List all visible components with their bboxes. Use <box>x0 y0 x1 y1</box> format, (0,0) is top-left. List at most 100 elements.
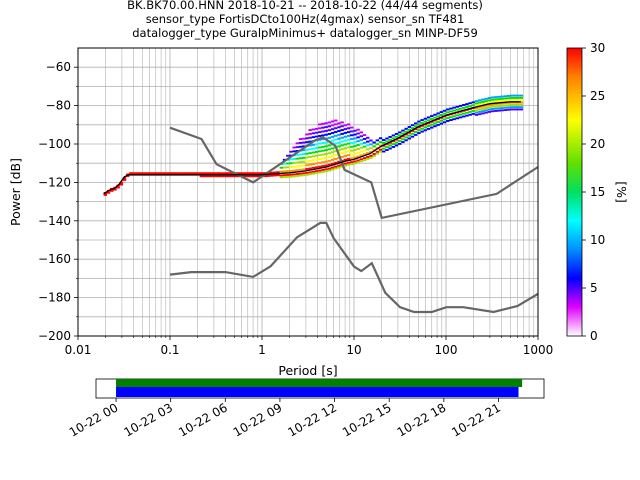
psd-cell <box>478 99 482 102</box>
psd-cell <box>503 109 508 112</box>
psd-cell <box>452 109 456 112</box>
psd-cell <box>356 155 360 158</box>
psd-cell <box>126 175 130 177</box>
psd-cell <box>426 119 431 122</box>
psd-cell <box>129 172 133 175</box>
psd-cell <box>478 108 482 111</box>
colorbar-tick-label: 25 <box>590 89 605 103</box>
psd-cell <box>353 156 357 159</box>
psd-cell <box>369 147 373 150</box>
psd-cell <box>446 108 450 111</box>
psd-cell <box>270 174 274 177</box>
colorbar-tick-label: 20 <box>590 137 605 151</box>
psd-cell <box>356 151 360 154</box>
psd-cell <box>148 172 152 175</box>
colorbar-tick-label: 15 <box>590 185 605 199</box>
psd-cell <box>391 140 396 143</box>
psd-cell <box>478 103 482 106</box>
psd-cell <box>487 104 492 106</box>
colorbar-tick-label: 0 <box>590 329 598 343</box>
psd-cell <box>404 130 408 133</box>
psd-cell <box>356 140 360 143</box>
psd-cell <box>279 166 284 169</box>
psd-cell <box>478 110 482 113</box>
psd-cell <box>356 144 360 147</box>
psd-cell <box>346 154 351 157</box>
psd-cell <box>398 134 402 137</box>
psd-cell <box>318 165 322 168</box>
psd-cell <box>353 137 357 140</box>
psd-cell <box>311 132 316 135</box>
psd-cell <box>503 106 508 109</box>
psd-cell <box>327 167 332 170</box>
psd-cell <box>318 150 322 153</box>
psd-cell <box>289 169 293 172</box>
psd-cell <box>382 141 386 144</box>
psd-cell <box>158 172 162 175</box>
psd-cell <box>433 113 437 116</box>
psd-cell <box>334 161 338 164</box>
psd-cell <box>423 117 428 120</box>
psd-cell <box>500 104 504 107</box>
psd-cell <box>356 128 360 131</box>
psd-cell <box>298 141 303 144</box>
psd-cell <box>366 157 370 160</box>
psd-cell <box>334 134 338 137</box>
y-axis: −200 −180 −160 −140 −120 −100 −80 −60 <box>38 60 78 343</box>
psd-cell <box>151 172 156 175</box>
psd-cell <box>462 115 466 118</box>
psd-cell <box>225 175 229 178</box>
psd-cell <box>353 145 357 148</box>
psd-cell <box>481 112 485 115</box>
psd-cell <box>241 172 245 175</box>
psd-cell <box>330 162 335 165</box>
psd-cell <box>519 99 524 102</box>
psd-cell <box>302 153 306 156</box>
psd-cell <box>314 166 319 169</box>
psd-cell <box>273 174 277 177</box>
psd-cell <box>519 106 524 109</box>
psd-cell <box>324 145 328 148</box>
psd-cell <box>343 139 348 142</box>
colorbar-label: [%] <box>614 181 629 203</box>
timeline-tick-label: 10-22 00 <box>67 400 121 439</box>
psd-cell <box>282 162 287 165</box>
psd-cell <box>119 183 124 186</box>
psd-cell <box>401 141 405 144</box>
psd-cell <box>490 108 495 110</box>
psd-cell <box>318 158 322 160</box>
psd-cell <box>321 142 325 144</box>
psd-cell <box>439 116 444 119</box>
psd-cell <box>506 94 511 97</box>
psd-cell <box>404 136 408 139</box>
psd-cell <box>289 162 293 165</box>
psd-cell <box>484 97 488 100</box>
psd-cell <box>292 175 296 178</box>
y-tick-label: −200 <box>38 329 71 343</box>
psd-cell <box>330 132 335 134</box>
psd-cell <box>334 150 338 153</box>
psd-cell <box>337 130 341 133</box>
psd-cell <box>430 120 434 123</box>
psd-cell <box>506 108 511 111</box>
psd-cell <box>481 110 485 113</box>
psd-cell <box>471 110 476 112</box>
psd-cell <box>330 166 335 169</box>
psd-cell <box>327 148 332 151</box>
psd-cell <box>295 146 300 149</box>
psd-cell <box>385 137 389 140</box>
psd-cell <box>311 159 316 162</box>
plot-frame <box>77 47 539 337</box>
psd-cell <box>177 172 181 175</box>
psd-cell <box>385 149 389 151</box>
psd-cell <box>487 99 492 102</box>
psd-cell <box>343 158 348 161</box>
colorbar-tick-label: 10 <box>590 233 605 247</box>
psd-cell <box>321 122 325 125</box>
psd-cell <box>228 172 232 175</box>
psd-cell <box>359 150 364 153</box>
psd-cell <box>465 103 469 106</box>
psd-cell <box>314 150 319 153</box>
psd-cell <box>327 163 332 166</box>
